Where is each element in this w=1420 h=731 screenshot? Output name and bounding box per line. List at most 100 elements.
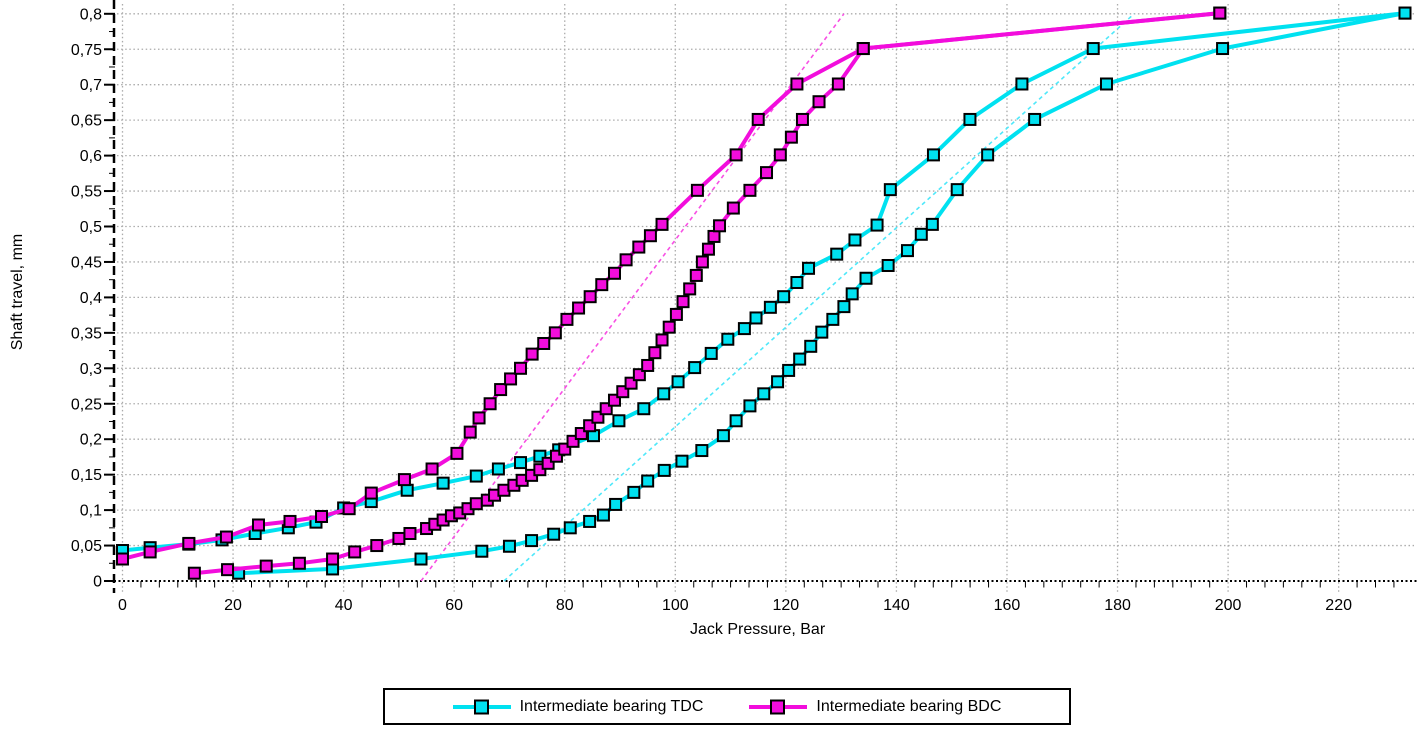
data-point-marker	[726, 201, 740, 215]
data-point-marker	[547, 527, 561, 541]
y-tick-label: 0,65	[71, 113, 102, 130]
data-point-marker	[619, 253, 633, 267]
data-point-marker	[701, 242, 715, 256]
data-point-marker	[1015, 77, 1029, 91]
data-point-marker	[729, 414, 743, 428]
data-point-marker	[616, 385, 630, 399]
data-point-marker	[400, 483, 414, 497]
y-tick-labels: 0 0,05 0,1 0,15 0,2 0,25 0,3 0,35 0,4 0,45 0,5 0,55…	[71, 6, 102, 590]
x-tick-label: 200	[1215, 597, 1242, 614]
data-point-marker	[364, 486, 378, 500]
data-point-marker	[1213, 6, 1227, 20]
data-point-marker	[845, 287, 859, 301]
data-point-marker	[469, 497, 483, 511]
data-point-marker	[1086, 42, 1100, 56]
series-intermediate-bearing-bdc	[116, 6, 1227, 580]
data-point-marker	[815, 325, 829, 339]
y-axis-title: Shaft travel, mm	[9, 233, 26, 351]
data-point-marker	[688, 361, 702, 375]
y-tick-label: 0,7	[80, 77, 102, 94]
data-point-marker	[591, 410, 605, 424]
data-point-marker	[549, 449, 563, 463]
data-point-marker	[221, 563, 235, 577]
x-tick-label: 160	[994, 597, 1021, 614]
y-tick-label: 0,8	[80, 6, 102, 23]
data-point-marker	[751, 112, 765, 126]
data-point-marker	[472, 411, 486, 425]
data-point-marker	[370, 539, 384, 553]
data-point-marker	[690, 183, 704, 197]
bdc-line-marker-icon	[749, 699, 808, 714]
data-point-marker	[1028, 112, 1042, 126]
y-tick-label: 0,4	[80, 290, 102, 307]
data-point-marker	[425, 462, 439, 476]
intermediate-bearing-tdc-unloading-line	[122, 11, 1406, 553]
data-point-marker	[143, 545, 157, 559]
data-point-marker	[632, 240, 646, 254]
data-point-marker	[533, 449, 547, 463]
data-point-marker	[259, 559, 273, 573]
data-point-marker	[514, 361, 528, 375]
data-point-marker	[675, 454, 689, 468]
data-point-marker	[342, 502, 356, 516]
y-tick-label: 0,35	[71, 325, 102, 342]
data-point-marker	[1398, 6, 1412, 20]
data-point-marker	[219, 530, 233, 544]
y-tick-label: 0,15	[71, 467, 102, 484]
data-point-marker	[812, 95, 826, 109]
data-point-marker	[757, 387, 771, 401]
gridlines	[117, 4, 1414, 594]
data-point-marker	[403, 526, 417, 540]
x-tick-label: 140	[883, 597, 910, 614]
data-point-marker	[676, 295, 690, 309]
trend-lines	[420, 13, 1135, 582]
data-point-marker	[848, 233, 862, 247]
legend-label-tdc: Intermediate bearing TDC	[519, 697, 704, 715]
data-point-marker	[641, 358, 655, 372]
data-point-marker	[657, 387, 671, 401]
data-point-marker	[392, 531, 406, 545]
data-point-marker	[721, 332, 735, 346]
data-point-marker	[981, 148, 995, 162]
data-point-marker	[782, 363, 796, 377]
data-point-marker	[900, 244, 914, 258]
data-point-marker	[491, 462, 505, 476]
data-point-marker	[655, 333, 669, 347]
data-point-marker	[925, 217, 939, 231]
data-point-marker	[182, 536, 196, 550]
data-point-marker	[607, 266, 621, 280]
data-point-marker	[837, 300, 851, 314]
data-point-marker	[707, 229, 721, 243]
data-point-marker	[881, 258, 895, 272]
data-point-marker	[704, 346, 718, 360]
data-point-marker	[116, 552, 129, 566]
data-point-marker	[771, 375, 785, 389]
data-point-marker	[612, 414, 626, 428]
data-point-marker	[566, 434, 580, 448]
legend-label-bdc: Intermediate bearing BDC	[816, 697, 1002, 715]
data-point-marker	[560, 312, 574, 326]
legend: Intermediate bearing TDC Intermediate be…	[383, 688, 1071, 725]
data-point-marker	[743, 183, 757, 197]
data-point-marker	[695, 444, 709, 458]
data-point-marker	[525, 347, 539, 361]
data-point-marker	[463, 425, 477, 439]
data-point-marker	[558, 442, 572, 456]
data-point-marker	[729, 148, 743, 162]
y-tick-label: 0,3	[80, 361, 102, 378]
legend-entry-bdc: Intermediate bearing BDC	[749, 698, 1001, 716]
data-point-marker	[743, 399, 757, 413]
x-tick-label: 40	[335, 597, 353, 614]
x-tick-labels: 0 20 40 60 80 100 120 140 160 180 200 220	[118, 597, 1352, 614]
data-point-marker	[475, 544, 489, 558]
data-point-marker	[790, 276, 804, 290]
data-point-marker	[749, 311, 763, 325]
y-tick-label: 0,75	[71, 42, 102, 59]
data-point-marker	[695, 255, 709, 269]
data-point-marker	[450, 446, 464, 460]
x-tick-label: 120	[773, 597, 800, 614]
data-point-marker	[514, 456, 528, 470]
data-point-marker	[607, 393, 621, 407]
data-point-marker	[414, 552, 428, 566]
data-point-marker	[831, 77, 845, 91]
